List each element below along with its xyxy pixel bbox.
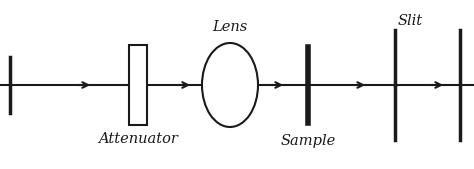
Text: Attenuator: Attenuator — [98, 132, 178, 146]
Text: Slit: Slit — [397, 14, 422, 28]
Ellipse shape — [202, 43, 258, 127]
Text: Lens: Lens — [212, 20, 247, 34]
Polygon shape — [129, 45, 147, 125]
Text: Sample: Sample — [281, 134, 336, 148]
